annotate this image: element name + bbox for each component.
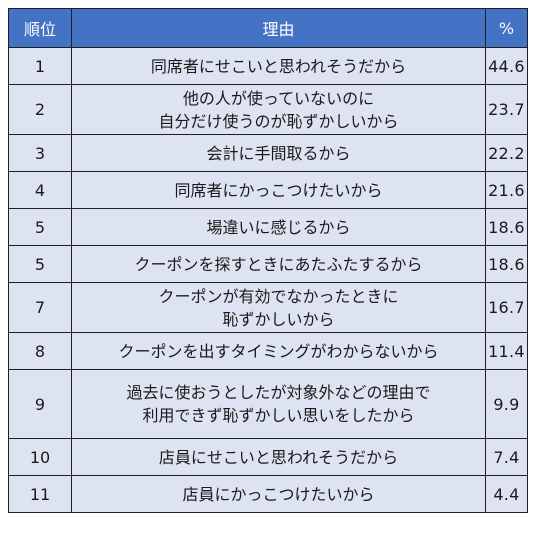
table-row: 7 クーポンが有効でなかったときに 恥ずかしいから 16.7 [8,282,528,333]
reason-text: クーポンを出すタイミングがわからないから [118,341,439,361]
rank-cell: 1 [8,47,72,85]
header-row: 順位 理由 % [8,8,528,48]
reason-text: 自分だけ使うのが恥ずかしいから [158,111,399,131]
percent-cell: 22.2 [485,134,528,172]
reason-text: 他の人が使っていないのに [182,88,375,108]
reason-text: クーポンが有効でなかったときに [158,286,399,306]
percent-cell: 18.6 [485,208,528,246]
reason-text: 恥ずかしいから [222,309,335,329]
percent-cell: 7.4 [485,438,528,476]
percent-cell: 9.9 [485,369,528,439]
rank-cell: 3 [8,134,72,172]
reason-text: 利用できず恥ずかしい思いをしたから [142,406,415,425]
percent-cell: 23.7 [485,84,528,135]
table-row: 11 店員にかっこつけたいから 4.4 [8,475,528,513]
reason-cell: 店員にせこいと思われそうだから [71,438,486,476]
reason-text: 場違いに感じるから [206,217,351,237]
table-row: 9 過去に使おうとしたが対象外などの理由で 利用できず恥ずかしい思いをしたから … [8,369,528,439]
reason-text: 同席者にかっこつけたいから [174,180,383,200]
rank-cell: 5 [8,245,72,283]
rank-cell: 9 [8,369,72,439]
table-row: 3 会計に手間取るから 22.2 [8,134,528,172]
reason-text: 過去に使おうとしたが対象外などの理由で [126,383,431,402]
table-row: 5 クーポンを探すときにあたふたするから 18.6 [8,245,528,283]
header-rank: 順位 [8,8,72,48]
table-row: 2 他の人が使っていないのに 自分だけ使うのが恥ずかしいから 23.7 [8,84,528,135]
rank-cell: 4 [8,171,72,209]
rank-cell: 8 [8,332,72,370]
rank-cell: 2 [8,84,72,135]
header-reason: 理由 [71,8,486,48]
reason-cell: クーポンを出すタイミングがわからないから [71,332,486,370]
table-row: 5 場違いに感じるから 18.6 [8,208,528,246]
reason-cell: 会計に手間取るから [71,134,486,172]
percent-cell: 4.4 [485,475,528,513]
rank-cell: 5 [8,208,72,246]
rank-cell: 11 [8,475,72,513]
reason-text: 店員にかっこつけたいから [182,484,375,504]
ranking-table: 順位 理由 % 1 同席者にせこいと思われそうだから 44.6 2 他の人が使っ… [8,8,528,513]
reason-cell: クーポンが有効でなかったときに 恥ずかしいから [71,282,486,333]
reason-text: 会計に手間取るから [206,143,351,163]
table-row: 10 店員にせこいと思われそうだから 7.4 [8,438,528,476]
rank-cell: 10 [8,438,72,476]
reason-cell: クーポンを探すときにあたふたするから [71,245,486,283]
table-row: 4 同席者にかっこつけたいから 21.6 [8,171,528,209]
reason-cell: 同席者にかっこつけたいから [71,171,486,209]
rank-cell: 7 [8,282,72,333]
reason-text: 同席者にせこいと思われそうだから [150,56,407,76]
percent-cell: 11.4 [485,332,528,370]
table-row: 8 クーポンを出すタイミングがわからないから 11.4 [8,332,528,370]
reason-text: クーポンを探すときにあたふたするから [134,254,423,274]
reason-cell: 場違いに感じるから [71,208,486,246]
reason-text: 店員にせこいと思われそうだから [158,447,399,467]
reason-cell: 他の人が使っていないのに 自分だけ使うのが恥ずかしいから [71,84,486,135]
reason-cell: 過去に使おうとしたが対象外などの理由で 利用できず恥ずかしい思いをしたから [71,369,486,439]
table-body: 1 同席者にせこいと思われそうだから 44.6 2 他の人が使っていないのに 自… [8,47,528,513]
header-percent: % [485,8,528,48]
reason-cell: 同席者にせこいと思われそうだから [71,47,486,85]
table-row: 1 同席者にせこいと思われそうだから 44.6 [8,47,528,85]
table-header: 順位 理由 % [8,8,528,48]
percent-cell: 44.6 [485,47,528,85]
percent-cell: 18.6 [485,245,528,283]
percent-cell: 21.6 [485,171,528,209]
reason-cell: 店員にかっこつけたいから [71,475,486,513]
percent-cell: 16.7 [485,282,528,333]
